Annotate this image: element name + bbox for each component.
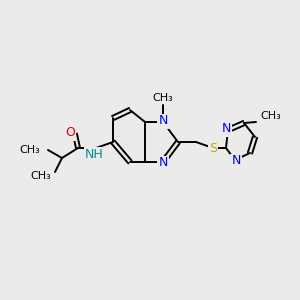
Text: N: N [221,122,231,136]
Text: NH: NH [85,148,104,160]
Text: O: O [65,127,75,140]
Text: S: S [209,142,217,154]
Text: CH₃: CH₃ [153,93,173,103]
Text: N: N [158,115,168,128]
Text: CH₃: CH₃ [19,145,40,155]
Text: N: N [158,157,168,169]
Text: CH₃: CH₃ [30,171,51,181]
Text: CH₃: CH₃ [260,111,281,121]
Text: N: N [231,154,241,167]
